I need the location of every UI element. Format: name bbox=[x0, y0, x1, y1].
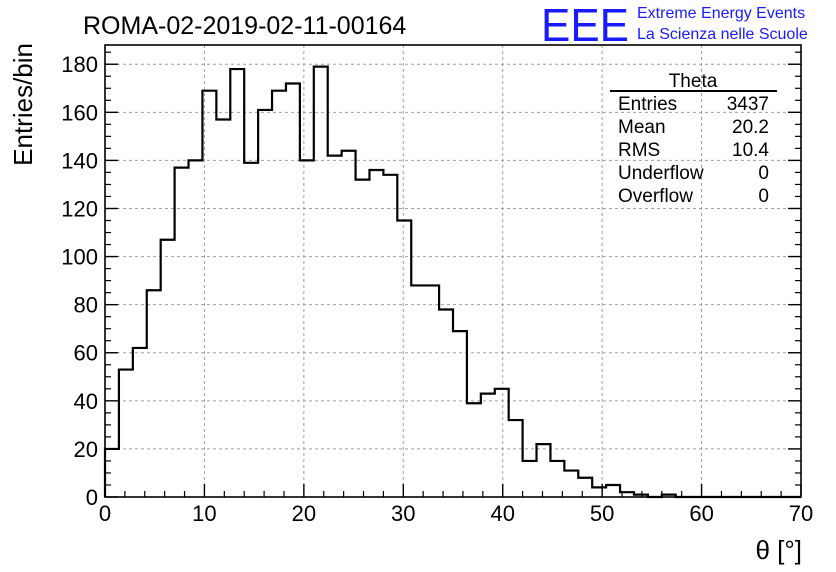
stats-label: RMS bbox=[618, 140, 660, 161]
y-tick-label: 20 bbox=[74, 437, 98, 462]
plot-frame bbox=[104, 44, 802, 498]
y-tick-label: 120 bbox=[61, 196, 98, 221]
y-tick-label: 140 bbox=[61, 148, 98, 173]
stats-value: 10.4 bbox=[732, 140, 769, 161]
stats-value: 0 bbox=[758, 163, 769, 184]
stats-label: Overflow bbox=[618, 186, 693, 207]
stats-label: Entries bbox=[618, 94, 677, 115]
x-tick-label: 0 bbox=[99, 501, 111, 526]
x-axis-label: θ [°] bbox=[755, 535, 802, 565]
logo-line1: Extreme Energy Events bbox=[637, 5, 805, 22]
x-tick-label: 40 bbox=[490, 501, 514, 526]
stats-box: Theta Entries 3437 Mean 20.2 RMS 10.4 Underflo… bbox=[610, 71, 777, 207]
histogram-line bbox=[103, 65, 801, 499]
stats-value: 3437 bbox=[727, 94, 769, 115]
y-tick-label: 100 bbox=[61, 245, 98, 270]
x-tick-label: 10 bbox=[192, 501, 216, 526]
logo-line2: La Scienza nelle Scuole bbox=[637, 26, 808, 43]
y-tick-label: 80 bbox=[74, 293, 98, 318]
logo-mark: EEE bbox=[541, 0, 629, 51]
stats-label: Underflow bbox=[618, 163, 704, 184]
y-tick-label: 60 bbox=[74, 341, 98, 366]
x-tick-label: 50 bbox=[590, 501, 614, 526]
y-tick-label: 180 bbox=[61, 52, 98, 77]
stats-value: 0 bbox=[758, 186, 769, 207]
x-tick-label: 70 bbox=[789, 501, 813, 526]
x-tick-label: 30 bbox=[391, 501, 415, 526]
grid-lines bbox=[105, 45, 801, 497]
y-tick-label: 40 bbox=[74, 389, 98, 414]
chart-title: ROMA-02-2019-02-11-00164 bbox=[83, 12, 406, 40]
x-tick-label: 60 bbox=[689, 501, 713, 526]
eee-logo: EEE Extreme Energy Events La Scienza nel… bbox=[541, 0, 808, 51]
y-tick-label: 0 bbox=[86, 485, 98, 510]
stats-label: Mean bbox=[618, 117, 666, 138]
stats-value: 20.2 bbox=[732, 117, 769, 138]
y-axis: 0 20 40 60 80 100 120 140 160 180 bbox=[61, 51, 801, 510]
x-axis: 0 10 20 30 40 50 60 70 bbox=[99, 484, 813, 526]
x-tick-label: 20 bbox=[292, 501, 316, 526]
y-axis-label: Entries/bin bbox=[8, 43, 38, 166]
y-tick-label: 160 bbox=[61, 100, 98, 125]
stats-title: Theta bbox=[669, 71, 718, 92]
